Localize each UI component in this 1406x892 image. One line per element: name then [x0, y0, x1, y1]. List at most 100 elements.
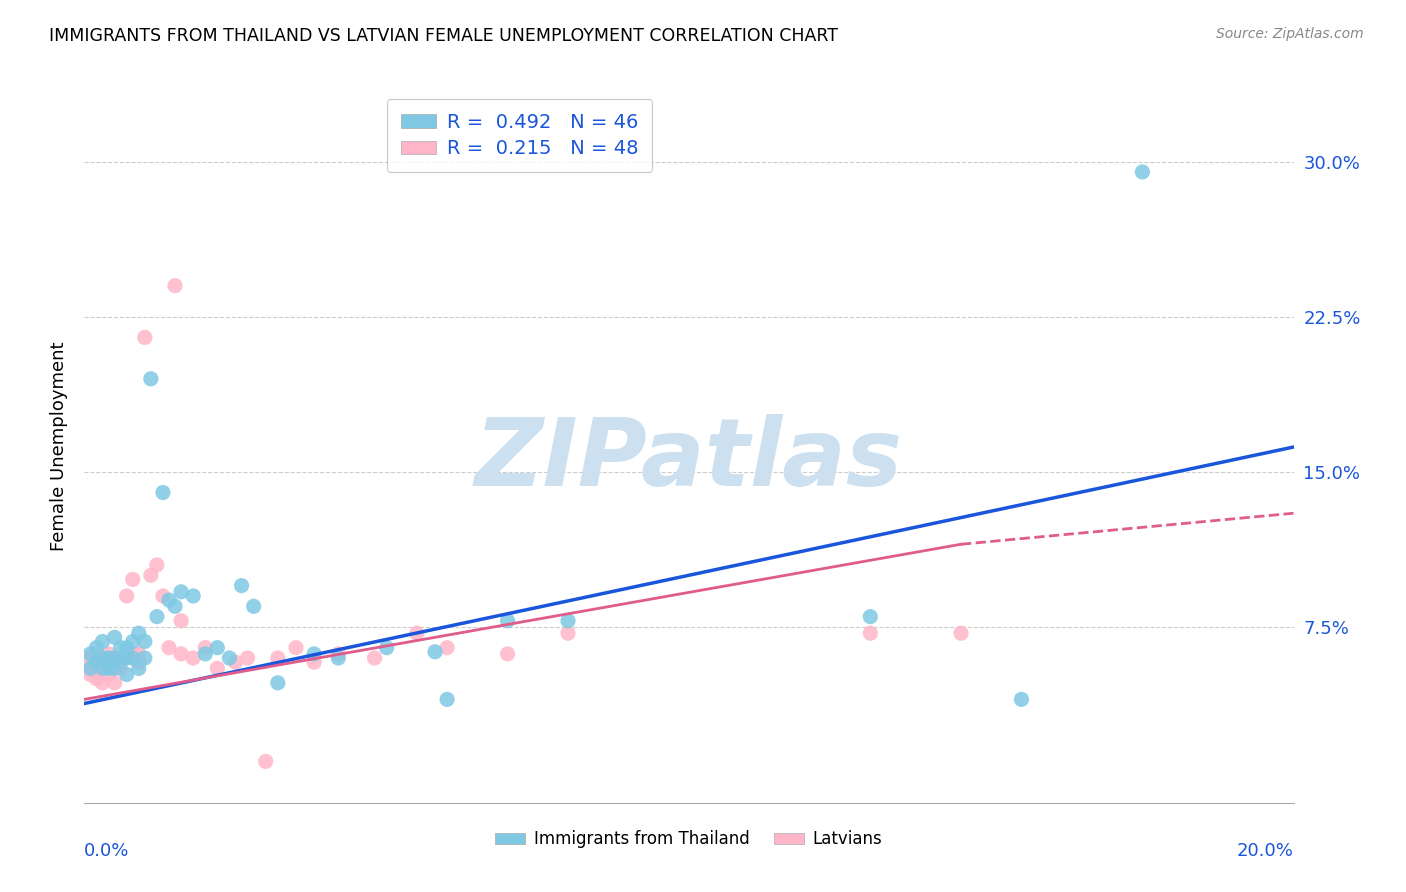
Point	[104, 630, 127, 644]
Point	[231, 579, 253, 593]
Point	[128, 661, 150, 675]
Point	[170, 647, 193, 661]
Point	[157, 640, 180, 655]
Point	[1011, 692, 1033, 706]
Point	[121, 647, 143, 661]
Point	[242, 599, 264, 614]
Point	[104, 676, 127, 690]
Point	[128, 626, 150, 640]
Point	[134, 634, 156, 648]
Point	[91, 661, 114, 675]
Point	[128, 647, 150, 661]
Y-axis label: Female Unemployment: Female Unemployment	[49, 342, 67, 550]
Text: Source: ZipAtlas.com: Source: ZipAtlas.com	[1216, 27, 1364, 41]
Point	[181, 651, 204, 665]
Point	[79, 651, 101, 665]
Point	[236, 651, 259, 665]
Point	[79, 667, 101, 681]
Point	[97, 661, 120, 675]
Point	[1130, 165, 1153, 179]
Point	[328, 647, 350, 661]
Point	[139, 372, 162, 386]
Point	[104, 651, 127, 665]
Point	[557, 614, 579, 628]
Point	[363, 651, 385, 665]
Point	[91, 661, 114, 675]
Point	[86, 672, 108, 686]
Point	[97, 651, 120, 665]
Point	[859, 626, 882, 640]
Point	[267, 651, 290, 665]
Point	[181, 589, 204, 603]
Point	[97, 655, 120, 669]
Point	[121, 634, 143, 648]
Point	[218, 651, 240, 665]
Point	[91, 634, 114, 648]
Point	[86, 661, 108, 675]
Point	[194, 640, 217, 655]
Point	[134, 651, 156, 665]
Point	[86, 640, 108, 655]
Point	[110, 640, 132, 655]
Point	[115, 651, 138, 665]
Point	[170, 584, 193, 599]
Text: 20.0%: 20.0%	[1237, 842, 1294, 860]
Point	[146, 609, 169, 624]
Point	[436, 640, 458, 655]
Legend: Immigrants from Thailand, Latvians: Immigrants from Thailand, Latvians	[489, 824, 889, 855]
Point	[194, 647, 217, 661]
Point	[302, 647, 325, 661]
Point	[97, 667, 120, 681]
Point	[115, 667, 138, 681]
Point	[207, 661, 229, 675]
Point	[115, 647, 138, 661]
Point	[104, 661, 127, 675]
Text: IMMIGRANTS FROM THAILAND VS LATVIAN FEMALE UNEMPLOYMENT CORRELATION CHART: IMMIGRANTS FROM THAILAND VS LATVIAN FEMA…	[49, 27, 838, 45]
Point	[207, 640, 229, 655]
Point	[86, 655, 108, 669]
Point	[115, 640, 138, 655]
Point	[152, 589, 174, 603]
Point	[254, 755, 277, 769]
Point	[165, 278, 187, 293]
Point	[406, 626, 429, 640]
Point	[496, 647, 519, 661]
Point	[79, 661, 101, 675]
Point	[115, 589, 138, 603]
Point	[121, 651, 143, 665]
Point	[91, 676, 114, 690]
Point	[170, 614, 193, 628]
Point	[79, 661, 101, 675]
Point	[86, 647, 108, 661]
Point	[225, 655, 247, 669]
Point	[139, 568, 162, 582]
Point	[859, 609, 882, 624]
Point	[121, 573, 143, 587]
Text: 0.0%: 0.0%	[84, 842, 129, 860]
Point	[165, 599, 187, 614]
Point	[104, 661, 127, 675]
Point	[328, 651, 350, 665]
Point	[128, 655, 150, 669]
Point	[285, 640, 308, 655]
Point	[267, 676, 290, 690]
Point	[146, 558, 169, 572]
Point	[152, 485, 174, 500]
Point	[496, 614, 519, 628]
Point	[91, 651, 114, 665]
Point	[302, 655, 325, 669]
Point	[557, 626, 579, 640]
Point	[110, 661, 132, 675]
Text: ZIPatlas: ZIPatlas	[475, 414, 903, 507]
Point	[104, 651, 127, 665]
Point	[157, 593, 180, 607]
Point	[134, 330, 156, 344]
Point	[97, 647, 120, 661]
Point	[91, 655, 114, 669]
Point	[423, 645, 446, 659]
Point	[110, 651, 132, 665]
Point	[950, 626, 973, 640]
Point	[110, 655, 132, 669]
Point	[79, 647, 101, 661]
Point	[436, 692, 458, 706]
